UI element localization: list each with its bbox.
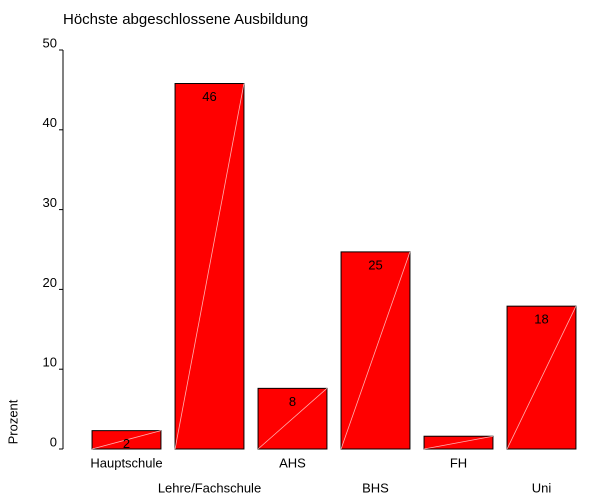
value-label: 18 (534, 312, 548, 327)
x-tick-label: AHS (279, 455, 306, 470)
bar-sheen (91, 430, 162, 450)
value-label: 8 (289, 394, 296, 409)
y-tick-label: 0 (50, 434, 57, 449)
bar-sheen (506, 305, 577, 450)
bar-sheen (174, 83, 245, 450)
x-tick-label: BHS (362, 480, 389, 495)
value-label: 2 (123, 436, 130, 451)
x-tick-label: Hauptschule (90, 455, 162, 470)
bar-sheen (423, 435, 494, 450)
y-tick-label: 10 (43, 355, 57, 370)
chart-title: Höchste abgeschlossene Ausbildung (63, 11, 308, 28)
value-label: 25 (368, 257, 382, 272)
x-tick-label: FH (450, 455, 467, 470)
value-label: 46 (202, 89, 216, 104)
y-tick-label: 20 (43, 275, 57, 290)
bar-sheen (257, 388, 328, 450)
y-tick-label: 50 (43, 35, 57, 50)
y-tick-label: 30 (43, 195, 57, 210)
bar-sheen (340, 251, 411, 450)
y-axis-label: Prozent (5, 399, 20, 444)
x-tick-label: Lehre/Fachschule (158, 480, 261, 495)
x-tick-label: Uni (532, 480, 552, 495)
y-tick-label: 40 (43, 115, 57, 130)
